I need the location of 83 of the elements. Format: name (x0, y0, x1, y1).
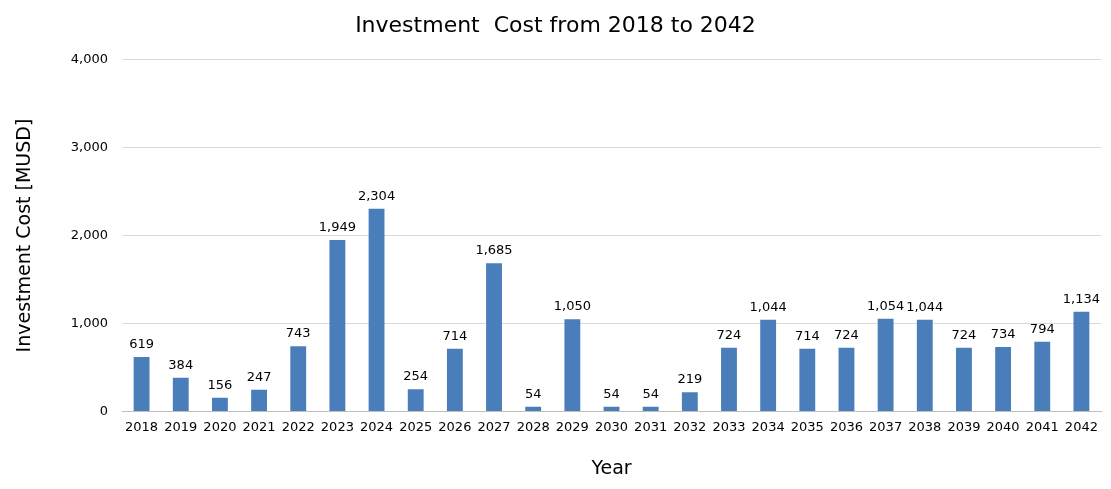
y-tick-label: 1,000 (70, 314, 109, 330)
x-tick-label: 2031 (634, 418, 668, 434)
bar (603, 406, 620, 412)
bar (1073, 311, 1090, 412)
bar (133, 357, 150, 412)
bar (407, 389, 424, 412)
bar (486, 263, 502, 412)
data-label: 734 (990, 325, 1016, 341)
bar (211, 397, 228, 412)
data-label: 156 (207, 376, 233, 392)
x-tick-label: 2033 (712, 418, 746, 434)
x-tick-label: 2041 (1025, 418, 1059, 434)
bar (172, 377, 189, 412)
x-tick-label: 2023 (320, 418, 354, 434)
data-label: 1,044 (906, 298, 944, 314)
data-label: 724 (716, 326, 742, 342)
bar (642, 406, 659, 412)
data-label: 743 (285, 325, 311, 341)
bar (721, 347, 737, 412)
bar (838, 347, 855, 412)
y-tick-label: 4,000 (70, 50, 109, 66)
x-tick-label: 2036 (829, 418, 864, 434)
x-tick-label: 2022 (281, 418, 315, 434)
x-tick-label: 2034 (751, 418, 785, 434)
data-label: 247 (246, 368, 272, 384)
bar (525, 406, 542, 412)
x-tick-label: 2027 (477, 418, 511, 434)
data-label: 219 (677, 371, 703, 387)
data-label: 254 (403, 368, 429, 384)
data-label: 1,054 (867, 297, 905, 313)
data-label: 384 (168, 356, 194, 372)
y-tick-label: 2,000 (70, 226, 109, 242)
x-tick-label: 2030 (594, 418, 629, 434)
bar (995, 346, 1012, 412)
data-label: 1,134 (1062, 290, 1101, 306)
x-tick-label: 2019 (164, 418, 198, 434)
x-tick-label: 2035 (790, 418, 824, 434)
x-tick-label: 2021 (242, 418, 276, 434)
data-label: 54 (524, 385, 542, 401)
x-axis-title: Year (590, 455, 632, 478)
data-label: 1,949 (318, 218, 356, 234)
data-label: 2,304 (357, 187, 396, 203)
bar (681, 392, 698, 412)
x-tick-label: 2018 (125, 418, 159, 434)
bar (564, 319, 581, 412)
bar (877, 318, 894, 412)
bar (368, 208, 385, 412)
data-label: 1,685 (475, 242, 513, 258)
data-label: 724 (834, 326, 859, 342)
y-tick-label: 0 (99, 402, 109, 418)
data-label: 619 (129, 335, 155, 351)
bar (329, 239, 346, 412)
bar (916, 319, 933, 412)
x-tick-label: 2032 (673, 418, 707, 434)
x-tick-label: 2028 (516, 418, 550, 434)
data-label: 1,050 (553, 298, 591, 314)
x-tick-label: 2020 (203, 418, 237, 434)
bar (956, 347, 972, 412)
bar (290, 346, 307, 412)
x-tick-label: 2026 (438, 418, 472, 434)
bar (1034, 341, 1051, 412)
x-tick-label: 2024 (360, 418, 394, 434)
data-label: 54 (642, 385, 659, 401)
x-tick-label: 2029 (555, 418, 589, 434)
data-label: 724 (951, 326, 977, 342)
x-tick-label: 2038 (908, 418, 942, 434)
y-axis-title: Investment Cost [MUSD] (12, 118, 35, 353)
data-label: 54 (603, 385, 620, 401)
bar (799, 348, 816, 412)
data-label: 714 (794, 327, 820, 343)
x-tick-label: 2040 (986, 418, 1020, 434)
chart-title: Investment Cost from 2018 to 2042 (355, 11, 756, 37)
x-tick-label: 2042 (1064, 418, 1098, 434)
bar (251, 389, 267, 412)
bar (760, 319, 777, 412)
data-label: 794 (1029, 320, 1055, 336)
x-tick-label: 2039 (947, 418, 981, 434)
x-tick-label: 2025 (399, 418, 433, 434)
y-tick-label: 3,000 (70, 138, 109, 154)
x-tick-label: 2037 (869, 418, 903, 434)
data-label: 1,044 (749, 298, 787, 314)
data-label: 714 (442, 327, 468, 343)
bar (446, 348, 463, 412)
